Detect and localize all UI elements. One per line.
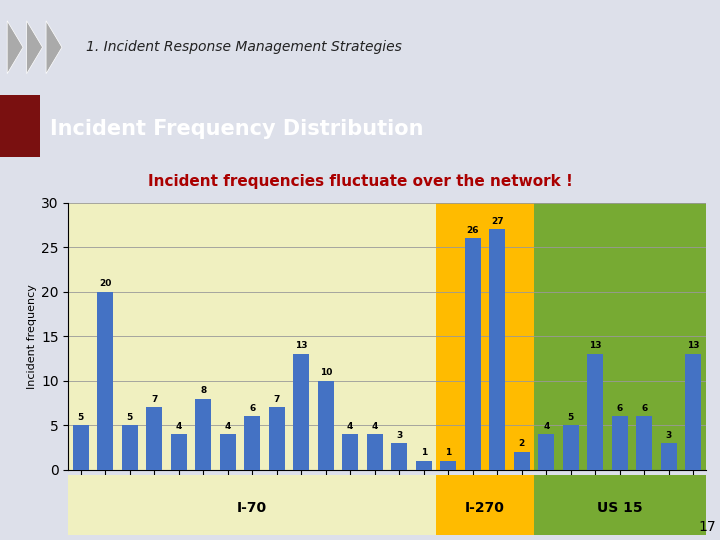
Bar [269, 407, 284, 470]
Bar [563, 426, 579, 470]
Bar [0, 94, 40, 157]
Polygon shape [27, 21, 42, 73]
Text: 1. Incident Response Management Strategies: 1. Incident Response Management Strategi… [86, 40, 402, 54]
Bar [97, 292, 113, 470]
Text: 10: 10 [320, 368, 332, 377]
Bar [171, 434, 186, 470]
Text: 6: 6 [642, 404, 647, 413]
Bar [220, 434, 235, 470]
Text: 17: 17 [698, 519, 716, 534]
Bar [244, 416, 260, 470]
Bar [539, 434, 554, 470]
Text: I-270: I-270 [465, 501, 505, 515]
Text: 1: 1 [445, 448, 451, 457]
Bar [441, 461, 456, 470]
Bar [293, 354, 309, 470]
Bar [195, 399, 211, 470]
Bar [391, 443, 408, 470]
Bar [415, 461, 432, 470]
Bar [122, 426, 138, 470]
Bar [436, 202, 534, 470]
Bar [318, 381, 333, 470]
Bar [342, 434, 359, 470]
Text: 5: 5 [127, 413, 132, 422]
Text: 4: 4 [372, 422, 378, 430]
Bar [612, 416, 628, 470]
Bar [534, 475, 706, 535]
Bar [68, 475, 436, 535]
Bar [514, 452, 530, 470]
Text: 7: 7 [274, 395, 280, 404]
Text: 4: 4 [176, 422, 182, 430]
Text: 20: 20 [99, 279, 112, 288]
Polygon shape [46, 21, 62, 73]
Text: 3: 3 [666, 430, 672, 440]
Bar [685, 354, 701, 470]
Bar [534, 202, 706, 470]
Text: 3: 3 [396, 430, 402, 440]
Bar [366, 434, 383, 470]
Bar [436, 475, 534, 535]
Bar [588, 354, 603, 470]
Polygon shape [7, 21, 23, 73]
Text: I-70: I-70 [237, 501, 267, 515]
Text: 6: 6 [249, 404, 256, 413]
Text: 13: 13 [295, 341, 307, 350]
Text: US 15: US 15 [597, 501, 643, 515]
Bar [636, 416, 652, 470]
Text: 13: 13 [687, 341, 700, 350]
Text: 1: 1 [420, 448, 427, 457]
Y-axis label: Incident frequency: Incident frequency [27, 284, 37, 389]
Text: 27: 27 [491, 217, 503, 226]
Text: Incident frequencies fluctuate over the network !: Incident frequencies fluctuate over the … [148, 174, 572, 190]
Text: 4: 4 [347, 422, 354, 430]
Bar [490, 229, 505, 470]
Text: 4: 4 [543, 422, 549, 430]
Text: 2: 2 [518, 440, 525, 448]
Text: Incident Frequency Distribution: Incident Frequency Distribution [50, 119, 424, 139]
Text: 13: 13 [589, 341, 602, 350]
Text: 6: 6 [617, 404, 623, 413]
Bar [661, 443, 677, 470]
Text: 4: 4 [225, 422, 231, 430]
Text: 8: 8 [200, 386, 207, 395]
Bar [73, 426, 89, 470]
Text: 5: 5 [78, 413, 84, 422]
Bar [465, 238, 481, 470]
Bar [146, 407, 162, 470]
Text: 5: 5 [567, 413, 574, 422]
Text: 26: 26 [467, 226, 479, 234]
Text: 7: 7 [151, 395, 158, 404]
Bar [68, 202, 436, 470]
